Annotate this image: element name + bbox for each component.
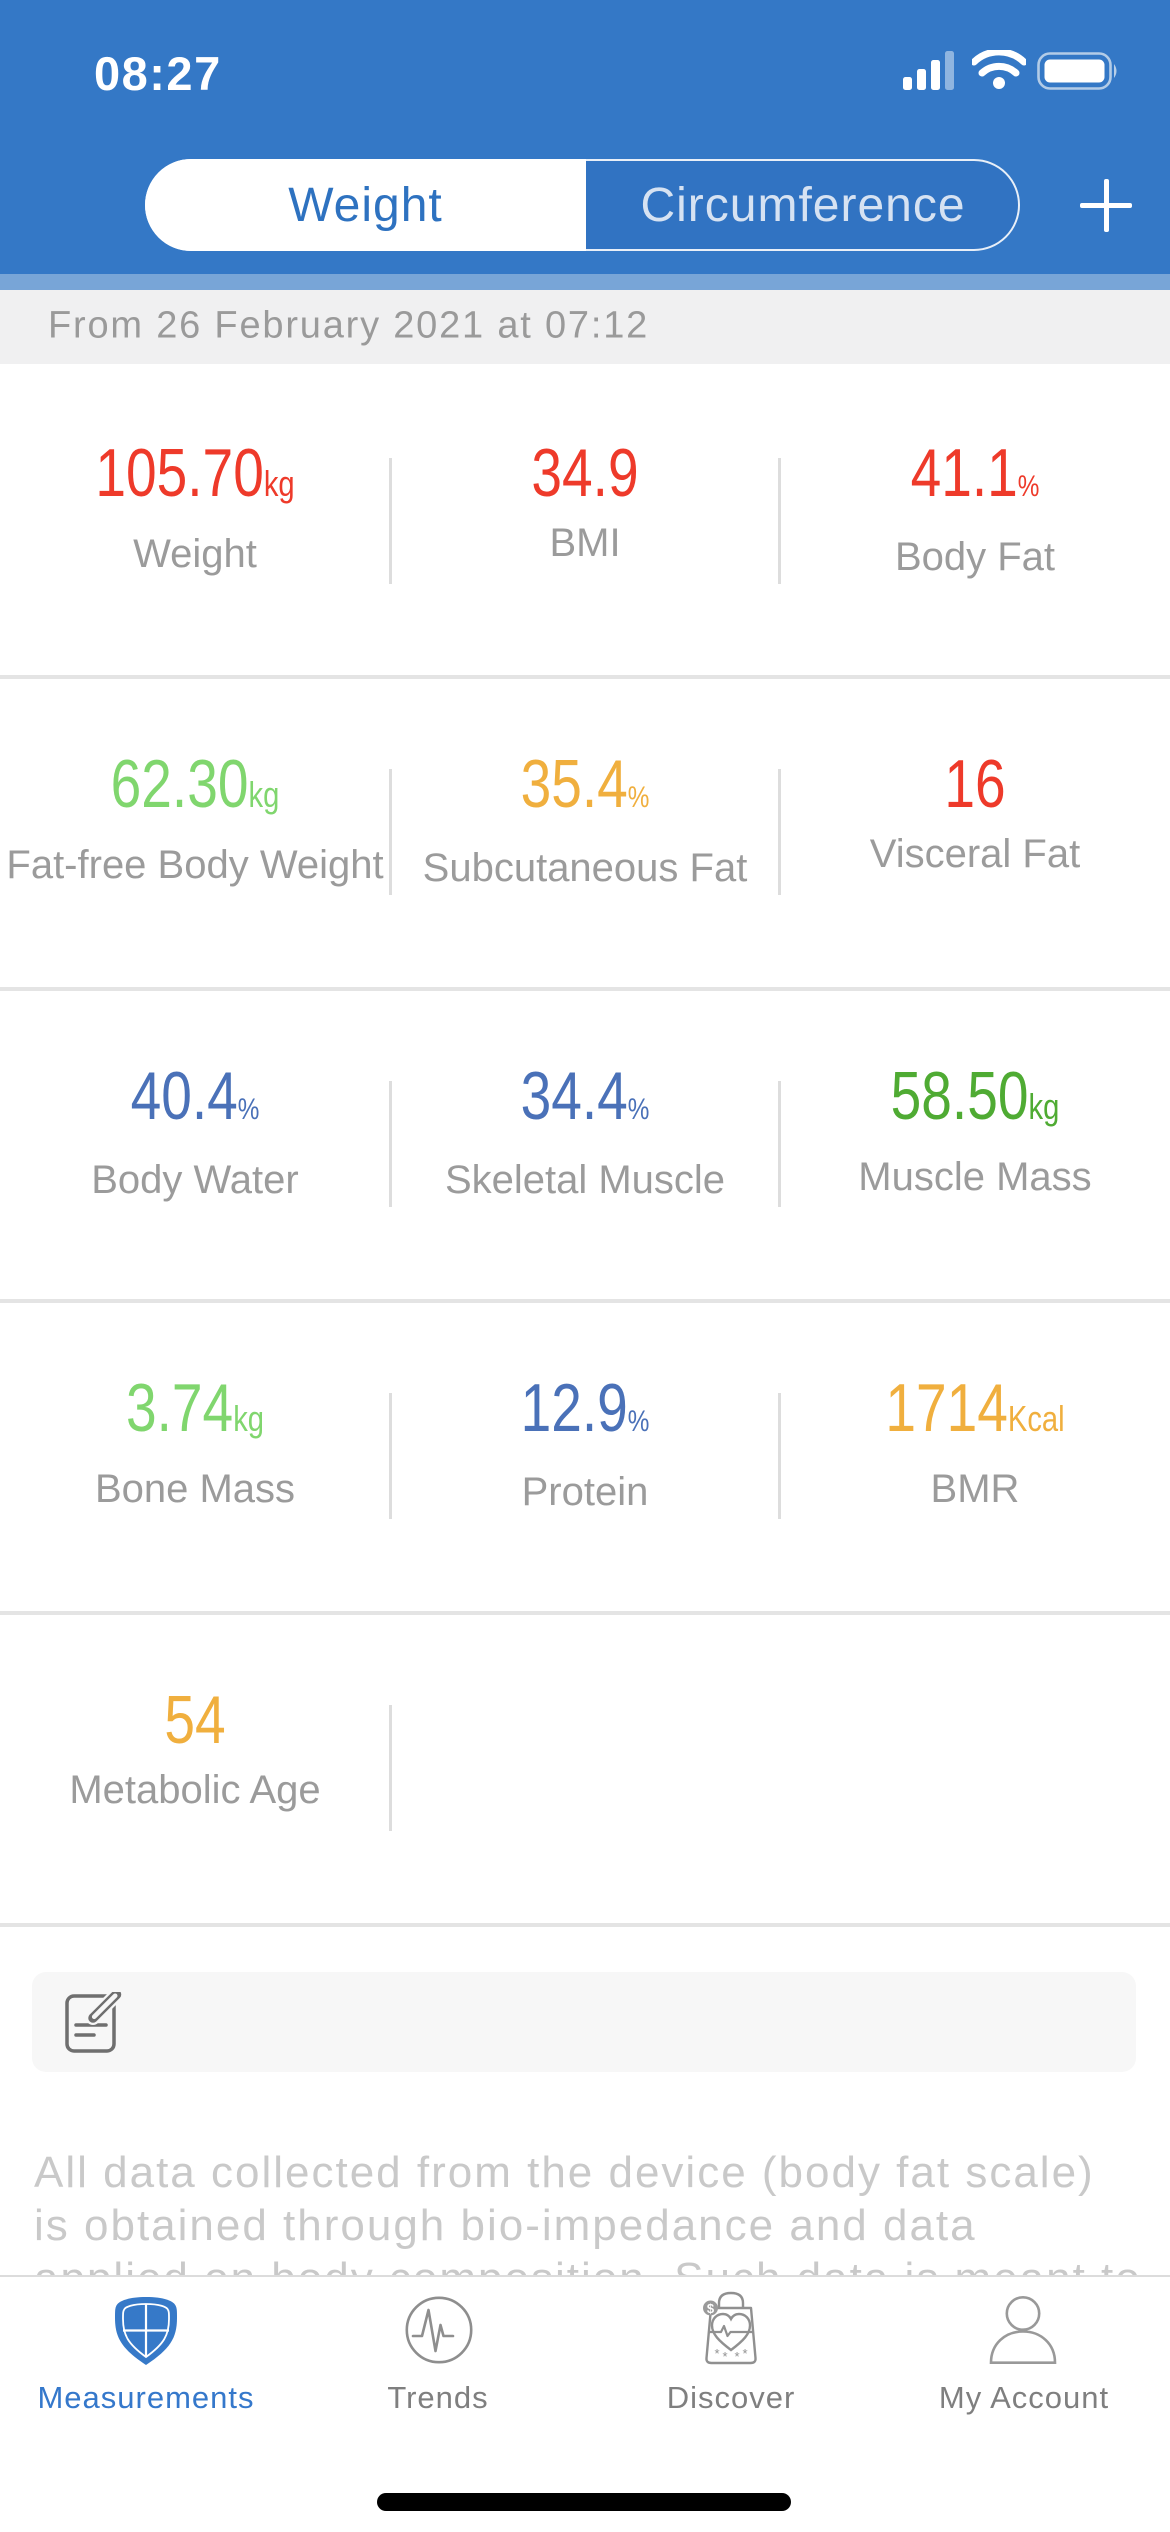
svg-text:*: * <box>734 2349 739 2364</box>
svg-text:*: * <box>722 2349 727 2364</box>
svg-text:$: $ <box>707 2301 715 2316</box>
svg-text:*: * <box>742 2346 747 2361</box>
svg-text:*: * <box>714 2346 719 2361</box>
